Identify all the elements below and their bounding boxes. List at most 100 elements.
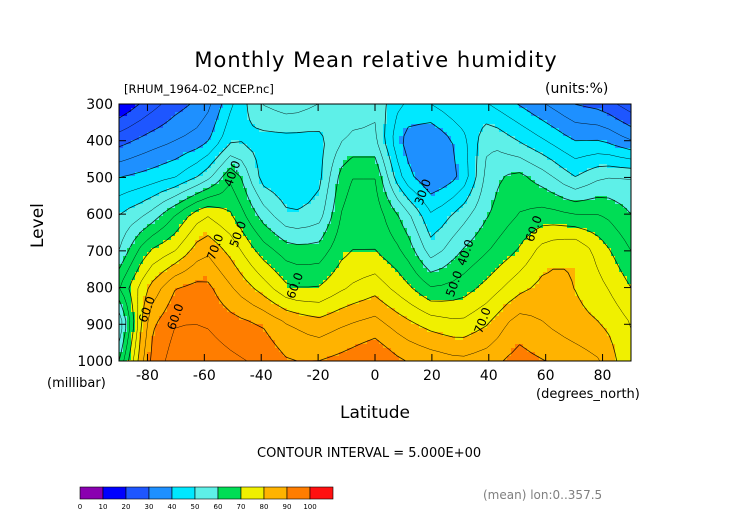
contour-fill-cell xyxy=(179,260,236,265)
contour-fill-cell xyxy=(147,292,176,297)
contour-fill-cell xyxy=(475,180,500,185)
contour-fill-cell xyxy=(479,328,608,333)
contour-fill-cell xyxy=(375,160,392,165)
colorbar-swatch xyxy=(309,486,334,500)
contour-fill-cell xyxy=(135,328,144,333)
contour-fill-cell xyxy=(119,180,188,185)
contour-fill-cell xyxy=(151,248,192,253)
contour-fill-cell xyxy=(211,184,244,189)
contour-fill-cell xyxy=(147,288,176,293)
contour-fill-cell xyxy=(195,148,224,153)
colorbar-label: 60 xyxy=(214,503,223,511)
contour-fill-cell xyxy=(491,320,600,325)
colorbar-label: 70 xyxy=(237,503,246,511)
contour-fill-cell xyxy=(119,120,168,125)
contour-fill-cell xyxy=(215,120,252,125)
contour-fill-cell xyxy=(459,252,516,257)
file-label: [RHUM_1964-02_NCEP.nc] xyxy=(124,82,274,96)
contour-fill-cell xyxy=(531,176,631,181)
contour-fill-cell xyxy=(147,168,208,173)
contour-fill-cell xyxy=(127,316,136,321)
contour-fill-cell xyxy=(275,268,336,273)
contour-fill-cell xyxy=(287,284,320,289)
contour-fill-cell xyxy=(211,236,248,241)
contour-fill-cell xyxy=(119,224,148,229)
contour-fill-cell xyxy=(615,144,631,149)
contour-fill-cell xyxy=(495,196,564,201)
contour-fill-cell xyxy=(607,196,631,201)
contour-fill-cell xyxy=(615,260,631,265)
contour-fill-cell xyxy=(155,220,184,225)
contour-fill-cell xyxy=(131,108,184,113)
contour-fill-cell xyxy=(139,332,156,337)
contour-fill-cell xyxy=(471,332,608,337)
contour-fill-cell xyxy=(199,236,212,241)
colorbar-swatch xyxy=(194,486,219,500)
contour-fill-cell xyxy=(447,132,480,137)
contour-fill-cell xyxy=(607,112,631,117)
contour-fill-cell xyxy=(411,164,460,169)
contour-fill-cell xyxy=(135,204,176,209)
contour-fill-cell xyxy=(203,188,248,193)
contour-fill-cell xyxy=(387,144,404,149)
contour-fill-cell xyxy=(119,156,180,161)
contour-fill-cell xyxy=(119,240,136,245)
contour-fill-cell xyxy=(119,188,168,193)
contour-line xyxy=(137,235,618,361)
contour-fill-cell xyxy=(479,140,520,145)
contour-fill-cell xyxy=(119,164,160,169)
contour-fill-cell xyxy=(143,312,164,317)
contour-fill-cell xyxy=(119,148,196,153)
contour-fill-cell xyxy=(119,316,128,321)
contour-fill-cell xyxy=(403,128,444,133)
contour-fill-cell xyxy=(475,168,568,173)
contour-fill-cell xyxy=(247,236,280,241)
contour-fill-cell xyxy=(159,216,188,221)
contour-fill-cell xyxy=(411,240,472,245)
contour-fill-cell xyxy=(383,128,404,133)
contour-fill-cell xyxy=(447,216,488,221)
contour-fill-cell xyxy=(135,272,160,277)
contour-fill-cell xyxy=(575,292,631,297)
contour-fill-cell xyxy=(251,200,284,205)
contour-fill-cell xyxy=(219,244,252,249)
contour-fill-cell xyxy=(119,136,140,141)
contour-fill-cell xyxy=(467,200,492,205)
contour-fill-cell xyxy=(527,288,576,293)
contour-fill-cell xyxy=(227,168,236,173)
contour-fill-cell xyxy=(407,228,428,233)
contour-fill-cell xyxy=(119,208,128,213)
contour-fill-cell xyxy=(211,164,232,169)
contour-fill-cell xyxy=(151,340,276,345)
contour-fill-cell xyxy=(487,276,540,281)
contour-fill-cell xyxy=(167,188,204,193)
contour-fill-cell xyxy=(595,232,631,237)
contour-fill-cell xyxy=(223,248,256,253)
contour-fill-cell xyxy=(263,328,428,333)
contour-fill-cell xyxy=(119,328,128,333)
contour-fill-cell xyxy=(119,268,140,273)
contour-fill-cell xyxy=(451,260,504,265)
contour-fill-cell xyxy=(119,192,160,197)
axes: -80 -60 -40 -20 0 20 40 60 80 300 400 500 600 700 800 9… xyxy=(77,97,632,384)
contour-fill-cell xyxy=(323,232,408,237)
contour-fill-cell xyxy=(119,184,180,189)
contour-fill-cell xyxy=(447,220,484,225)
contour-fill-cell xyxy=(487,212,631,217)
colorbar-label: 80 xyxy=(260,503,269,511)
contour-fill-cell xyxy=(535,284,576,289)
contour-fill-cell xyxy=(143,328,156,333)
contour-line xyxy=(128,206,631,361)
contour-fill-cell xyxy=(139,340,152,345)
contour-fill-cell xyxy=(319,192,336,197)
contour-fill-cell xyxy=(263,220,332,225)
contour-fill-cell xyxy=(167,160,216,165)
colorbar-label: 30 xyxy=(145,503,154,511)
contour-fill-cell xyxy=(119,212,164,217)
contour-line xyxy=(119,178,631,361)
contour-fill-cell xyxy=(175,292,216,297)
contour-fill-cell xyxy=(507,132,564,137)
contour-fill-cell xyxy=(375,156,392,161)
